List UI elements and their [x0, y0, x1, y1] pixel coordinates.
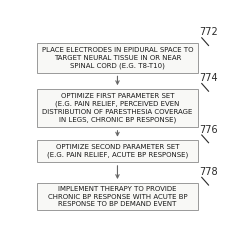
Bar	[37, 140, 198, 162]
Text: 776: 776	[199, 124, 218, 134]
Text: 778: 778	[199, 167, 218, 177]
Text: PLACE ELECTRODES IN EPIDURAL SPACE TO
TARGET NEURAL TISSUE IN OR NEAR
SPINAL COR: PLACE ELECTRODES IN EPIDURAL SPACE TO TA…	[42, 47, 193, 69]
Text: OPTIMIZE SECOND PARAMETER SET
(E.G. PAIN RELIEF, ACUTE BP RESPONSE): OPTIMIZE SECOND PARAMETER SET (E.G. PAIN…	[47, 144, 188, 158]
Bar	[37, 89, 198, 127]
Text: OPTIMIZE FIRST PARAMETER SET
(E.G. PAIN RELIEF, PERCEIVED EVEN
DISTRIBUTION OF P: OPTIMIZE FIRST PARAMETER SET (E.G. PAIN …	[42, 93, 193, 123]
Text: 774: 774	[199, 73, 218, 83]
Bar	[37, 43, 198, 73]
Text: 772: 772	[199, 28, 218, 38]
Text: IMPLEMENT THERAPY TO PROVIDE
CHRONIC BP RESPONSE WITH ACUTE BP
RESPONSE TO BP DE: IMPLEMENT THERAPY TO PROVIDE CHRONIC BP …	[48, 186, 187, 207]
Bar	[37, 182, 198, 210]
